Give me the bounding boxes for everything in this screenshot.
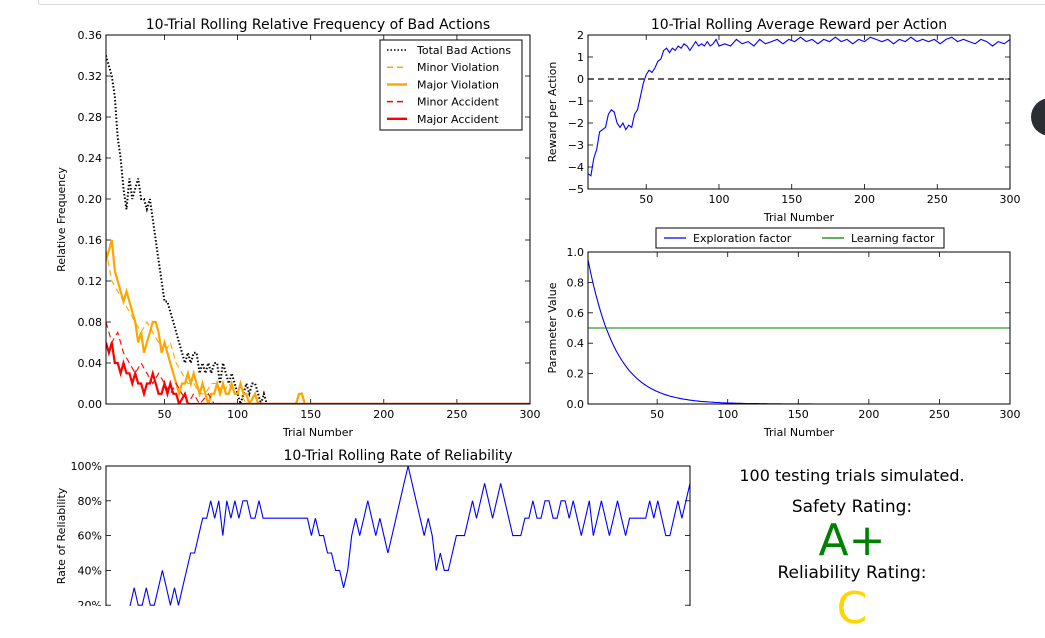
bad-actions-xtick-label: 150 — [300, 408, 321, 421]
parameters-ytick-label: 1.0 — [567, 246, 585, 259]
legend-entry: Major Accident — [417, 113, 499, 126]
reward-xtick-label: 250 — [927, 193, 948, 206]
reward-xtick-label: 100 — [708, 193, 729, 206]
parameters-ytick-label: 0.2 — [567, 368, 585, 381]
legend-entry: Total Bad Actions — [416, 44, 511, 57]
reliability-rating-label: Reliability Rating: — [777, 563, 927, 583]
reward-xtick-label: 200 — [854, 193, 875, 206]
bad-actions-xlabel: Trial Number — [282, 426, 354, 439]
bad-actions-xtick-label: 100 — [227, 408, 248, 421]
parameters-frame — [587, 251, 1011, 405]
parameters-xtick-label: 200 — [858, 408, 879, 421]
reward-xtick-label: 50 — [639, 193, 653, 206]
bad-actions-minor-accident-line — [106, 321, 530, 404]
bad-actions-ytick-label: 0.04 — [78, 357, 103, 370]
reward-ytick-label: −2 — [568, 117, 584, 130]
bad-actions-ytick-label: 0.16 — [78, 234, 103, 247]
reliability-ylabel: Rate of Reliability — [55, 487, 68, 584]
testing-trials-text: 100 testing trials simulated. — [739, 466, 965, 485]
bad-actions-xtick-label: 250 — [446, 408, 467, 421]
reward-ytick-label: −1 — [568, 95, 584, 108]
parameters-xtick-label: 150 — [788, 408, 809, 421]
parameters-xtick-label: 250 — [929, 408, 950, 421]
bad-actions-title: 10-Trial Rolling Relative Frequency of B… — [146, 17, 490, 33]
reward-ytick-label: 0 — [577, 73, 584, 86]
reward-ytick-label: 2 — [577, 29, 584, 42]
reward-ytick-label: 1 — [577, 51, 584, 64]
reliability-ytick-label: 80% — [78, 495, 102, 508]
parameters-xlabel: Trial Number — [763, 426, 835, 439]
parameters-xtick-label: 100 — [717, 408, 738, 421]
parameters-exploration-factor-line — [588, 259, 1009, 404]
reward-series-line — [588, 36, 1010, 177]
reliability-frame — [105, 465, 691, 606]
legend-entry: Exploration factor — [693, 232, 792, 245]
legend-entry: Minor Violation — [417, 61, 499, 74]
parameters-ytick-label: 0.0 — [567, 398, 585, 411]
safety-rating-label: Safety Rating: — [791, 497, 913, 517]
reward-xtick-label: 150 — [781, 193, 802, 206]
reliability-ytick-label: 40% — [78, 564, 102, 577]
bad-actions-frame — [105, 34, 531, 405]
reward-ylabel: Reward per Action — [546, 62, 559, 163]
top-border — [38, 0, 1045, 5]
bad-actions-ytick-label: 0.08 — [78, 316, 103, 329]
parameters-ylabel: Parameter Value — [546, 282, 559, 373]
legend-entry: Major Violation — [417, 78, 499, 91]
reward-xtick-label: 300 — [1000, 193, 1021, 206]
reliability-ytick-label: 100% — [71, 460, 102, 473]
bad-actions-ytick-label: 0.00 — [78, 398, 103, 411]
bad-actions-major-violation-line — [106, 239, 530, 404]
reward-ytick-label: −4 — [568, 161, 584, 174]
bad-actions-ytick-label: 0.20 — [78, 193, 103, 206]
bad-actions-ytick-label: 0.28 — [78, 111, 103, 124]
bad-actions-xtick-label: 300 — [520, 408, 541, 421]
bad-actions-ytick-label: 0.36 — [78, 29, 103, 42]
bad-actions-major-accident-line — [106, 342, 530, 404]
bad-actions-xtick-label: 200 — [373, 408, 394, 421]
bad-actions-ytick-label: 0.32 — [78, 70, 103, 83]
parameters-legend — [655, 227, 945, 249]
parameters-xtick-label: 50 — [650, 408, 664, 421]
scroll-button[interactable] — [1031, 98, 1045, 136]
bad-actions-xtick-label: 50 — [157, 408, 171, 421]
reward-frame — [587, 34, 1011, 190]
reliability-ytick-label: 60% — [78, 530, 102, 543]
reliability-ytick-label: 20% — [78, 599, 102, 606]
bad-actions-total-bad-actions-line — [106, 55, 530, 404]
legend-entry: Learning factor — [851, 232, 935, 245]
bad-actions-ytick-label: 0.24 — [78, 152, 103, 165]
bad-actions-minor-violation-line — [106, 250, 530, 404]
reward-ytick-label: −5 — [568, 183, 584, 196]
reward-title: 10-Trial Rolling Average Reward per Acti… — [651, 17, 947, 33]
reliability-title: 10-Trial Rolling Rate of Reliability — [283, 448, 512, 464]
parameters-xtick-label: 300 — [1000, 408, 1021, 421]
legend-entry: Minor Accident — [417, 96, 499, 109]
reliability-series-line — [129, 466, 690, 606]
parameters-ytick-label: 0.8 — [567, 276, 585, 289]
parameters-ytick-label: 0.6 — [567, 307, 585, 320]
safety-rating-grade: A+ — [818, 515, 886, 566]
figure-canvas: 10-Trial Rolling Relative Frequency of B… — [55, 17, 1021, 606]
bad-actions-ylabel: Relative Frequency — [55, 167, 68, 272]
parameters-ytick-label: 0.4 — [567, 337, 585, 350]
bad-actions-ytick-label: 0.12 — [78, 275, 103, 288]
reward-ytick-label: −3 — [568, 139, 584, 152]
reliability-rating-grade: C — [836, 583, 868, 634]
reward-xlabel: Trial Number — [763, 211, 835, 224]
